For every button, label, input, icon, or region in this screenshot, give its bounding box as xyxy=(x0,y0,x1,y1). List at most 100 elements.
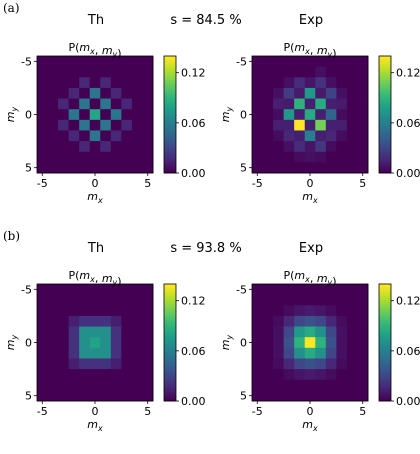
colorbar-segment xyxy=(164,350,176,353)
heatmap-cell xyxy=(325,294,337,306)
heatmap-cell xyxy=(304,315,316,327)
heatmap-cell xyxy=(336,141,348,153)
heatmap-cell xyxy=(142,326,154,338)
y-tick-label: 0 xyxy=(25,109,32,122)
heatmap-cell xyxy=(37,151,48,163)
heatmap-cell xyxy=(79,98,91,110)
heatmap-cell xyxy=(121,337,133,349)
heatmap-cell xyxy=(304,98,316,110)
colorbar-segment xyxy=(164,299,176,302)
heatmap-cell xyxy=(294,326,306,338)
heatmap-cell xyxy=(110,98,122,110)
y-tick-label: 0 xyxy=(240,337,247,350)
heatmap-cell xyxy=(262,119,274,131)
colorbar-segment xyxy=(164,67,176,71)
colorbar-segment xyxy=(164,110,176,113)
heatmap-cell xyxy=(252,305,263,317)
heatmap-cell xyxy=(121,284,133,296)
heatmap-cell xyxy=(68,66,80,78)
colorbar-segment xyxy=(379,157,391,160)
heatmap-cell xyxy=(315,305,327,317)
heatmap-cell xyxy=(252,347,263,359)
heatmap-cell xyxy=(346,326,358,338)
heatmap-cell xyxy=(294,87,306,99)
x-tick-label: 0 xyxy=(307,405,314,418)
colorbar-segment xyxy=(164,141,176,145)
colorbar-segment xyxy=(164,344,176,347)
heatmap-cell xyxy=(346,130,358,142)
colorbar-segment xyxy=(379,311,391,314)
colorbar-segment xyxy=(379,363,391,367)
heatmap-cell xyxy=(79,66,91,78)
heatmap-cell xyxy=(37,98,48,110)
colorbar-segment xyxy=(164,336,176,339)
colorbar-segment xyxy=(164,293,176,297)
heatmap-cell xyxy=(357,98,369,110)
heatmap-cell xyxy=(252,294,263,306)
colorbar: 0.00 0.06 0.12 xyxy=(163,55,206,180)
heatmap-cell xyxy=(283,66,295,78)
heatmap-cell xyxy=(100,162,112,174)
heatmap-cell xyxy=(37,284,48,296)
heatmap-cell xyxy=(121,109,133,121)
heatmap-cell xyxy=(304,358,316,370)
colorbar-segment xyxy=(379,139,391,143)
heatmap-cell xyxy=(142,141,154,153)
heatmap-cell xyxy=(315,77,327,89)
heatmap-cell xyxy=(336,87,348,99)
heatmap-cell xyxy=(100,66,112,78)
heatmap-cell xyxy=(100,151,112,163)
heatmap-cell xyxy=(283,98,295,110)
heatmap-cell xyxy=(357,358,369,370)
heatmap-cell xyxy=(262,326,274,338)
heatmap-cell xyxy=(89,315,101,327)
heatmap-cell xyxy=(68,326,80,338)
colorbar-segment xyxy=(164,128,176,131)
colorbar-segment xyxy=(379,71,391,74)
heatmap-cell xyxy=(357,284,369,296)
colorbar-segment xyxy=(164,311,176,314)
colorbar-segment xyxy=(164,120,176,123)
colorbar-segment xyxy=(379,149,391,152)
heatmap-cell xyxy=(47,66,59,78)
heatmap-cell xyxy=(121,294,133,306)
heatmap-cell xyxy=(325,390,337,402)
heatmap-cell xyxy=(315,358,327,370)
heatmap-cell xyxy=(58,326,70,338)
heatmap-cell xyxy=(357,369,369,381)
heatmap-cell xyxy=(262,56,274,68)
heatmap-cell xyxy=(346,141,358,153)
colorbar-segment xyxy=(164,307,176,310)
heatmap-cell xyxy=(58,284,70,296)
subplot-theory: P(mx, my) -5 0 5 -5 0 5 mx my 0.00 0.06 0.12 xyxy=(4,269,206,433)
heatmap-cell xyxy=(131,294,143,306)
heatmap-cell xyxy=(262,379,274,391)
heatmap-cell xyxy=(68,358,80,370)
colorbar-segment xyxy=(164,69,176,72)
colorbar-segment xyxy=(164,295,176,299)
heatmap-cell xyxy=(131,358,143,370)
heatmap-cell xyxy=(336,315,348,327)
colorbar: 0.00 0.06 0.12 xyxy=(163,283,206,408)
colorbar-segment xyxy=(164,106,176,110)
heatmap-cell xyxy=(252,379,263,391)
heatmap-cell xyxy=(47,98,59,110)
heatmap-cell xyxy=(283,369,295,381)
x-axis-label: mx xyxy=(87,190,103,205)
heatmap-cell xyxy=(346,77,358,89)
heatmap-cell xyxy=(131,119,143,131)
heatmap-cell xyxy=(304,77,316,89)
heatmap-cell xyxy=(262,109,274,121)
colorbar-segment xyxy=(164,102,176,106)
heatmap-cell xyxy=(37,141,48,153)
colorbar-segment xyxy=(164,161,176,164)
heatmap-cell xyxy=(304,141,316,153)
heatmap-cell xyxy=(47,337,59,349)
colorbar-segment xyxy=(379,336,391,339)
heatmap-cell xyxy=(47,379,59,391)
heatmap-cell xyxy=(100,379,112,391)
colorbar-segment xyxy=(164,305,176,308)
colorbar-frame xyxy=(163,283,177,402)
colorbar-segment xyxy=(164,89,176,92)
colorbar-segment xyxy=(379,171,391,174)
